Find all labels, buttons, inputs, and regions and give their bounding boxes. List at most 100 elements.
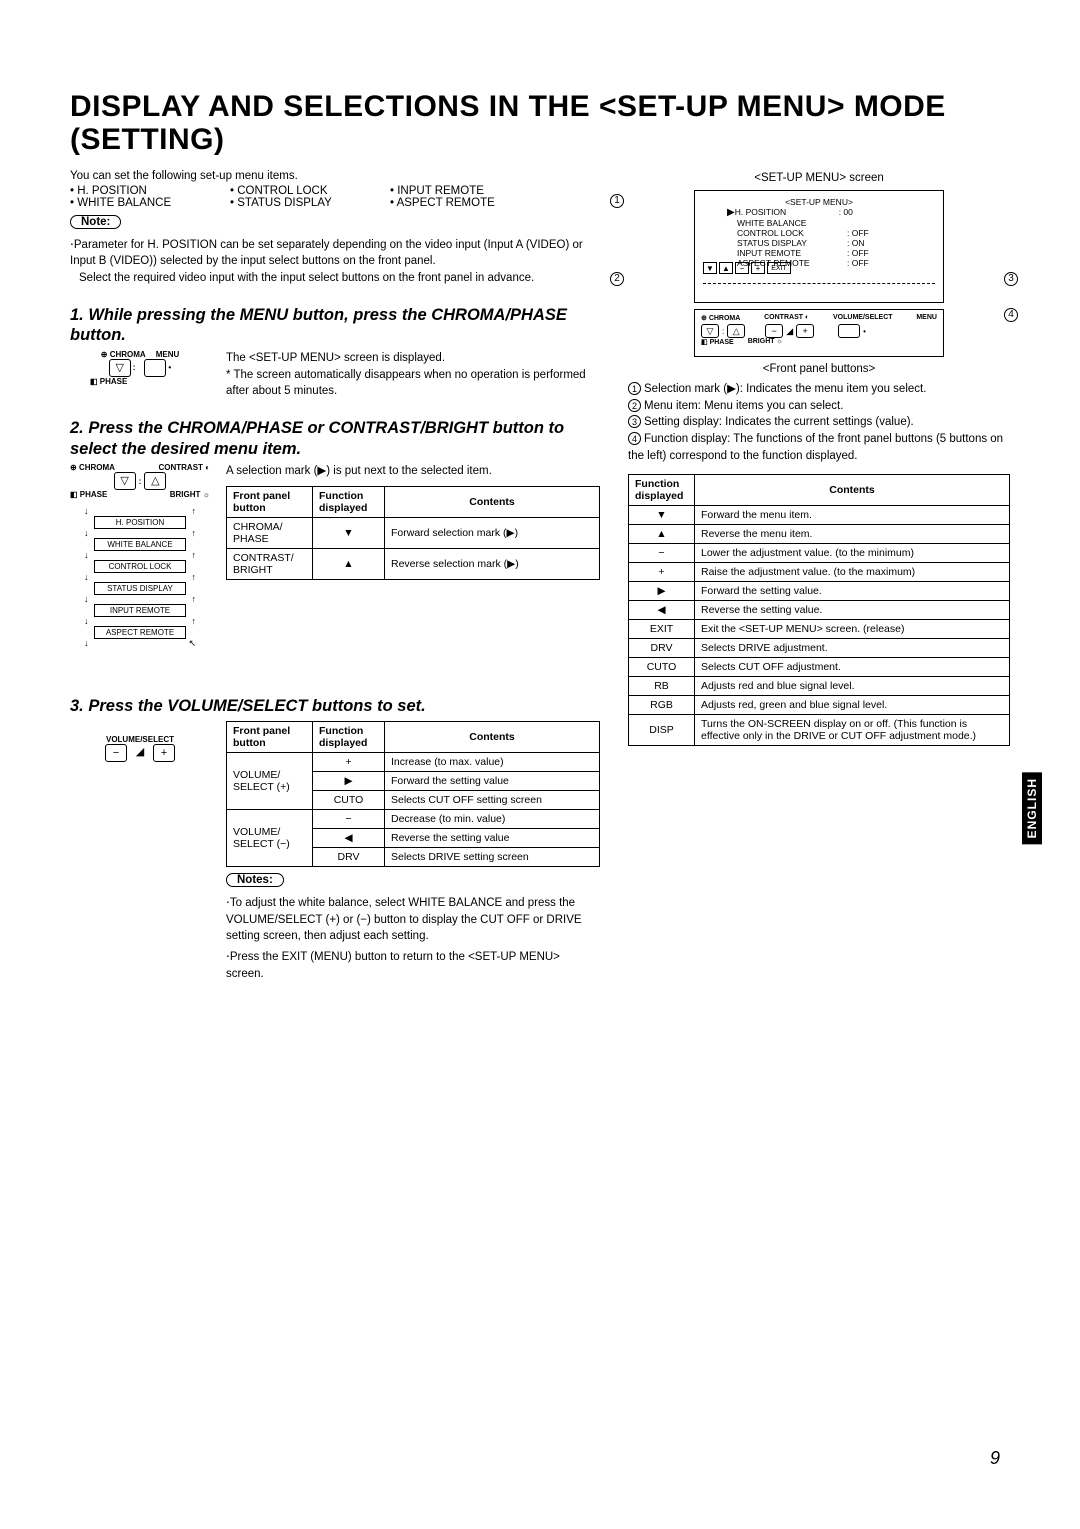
menu-item-list: • H. POSITION • WHITE BALANCE • CONTROL … bbox=[70, 185, 600, 209]
table-cell: ▼ bbox=[629, 506, 695, 525]
step-1-heading: 1. While pressing the MENU button, press… bbox=[70, 305, 600, 346]
up-key-icon: △ bbox=[144, 472, 166, 490]
table-cell: Reverse the setting value bbox=[385, 828, 600, 847]
table-cell: Selects CUT OFF setting screen bbox=[385, 790, 600, 809]
menu-item: • WHITE BALANCE bbox=[70, 197, 230, 209]
menu-item: • H. POSITION bbox=[70, 185, 230, 197]
step-3-heading: 3. Press the VOLUME/SELECT buttons to se… bbox=[70, 696, 600, 717]
table-cell: Selects DRIVE setting screen bbox=[385, 847, 600, 866]
table-cell: Forward the menu item. bbox=[695, 506, 1010, 525]
table-cell: Lower the adjustment value. (to the mini… bbox=[695, 544, 1010, 563]
screen-caption-bottom: <Front panel buttons> bbox=[628, 363, 1010, 375]
table-cell: Forward the setting value bbox=[385, 771, 600, 790]
function-contents-table: Function displayed Contents ▼Forward the… bbox=[628, 474, 1010, 746]
table-cell: ◀ bbox=[313, 828, 385, 847]
step-3-note: Press the EXIT (MENU) button to return t… bbox=[226, 945, 600, 982]
table-cell: DISP bbox=[629, 715, 695, 746]
table-cell: Selects CUT OFF adjustment. bbox=[695, 658, 1010, 677]
page-number: 9 bbox=[990, 1448, 1000, 1469]
minus-key-icon: − bbox=[105, 744, 127, 762]
step-2-heading: 2. Press the CHROMA/PHASE or CONTRAST/BR… bbox=[70, 418, 600, 459]
step-1-line: The <SET-UP MENU> screen is displayed. bbox=[226, 350, 600, 367]
table-cell: ▶ bbox=[313, 771, 385, 790]
table-cell: VOLUME/ SELECT (+) bbox=[227, 752, 313, 809]
table-cell: Forward the setting value. bbox=[695, 582, 1010, 601]
table-cell: ▼ bbox=[313, 517, 385, 548]
table-cell: ▲ bbox=[629, 525, 695, 544]
menu-item: • CONTROL LOCK bbox=[230, 185, 390, 197]
step-2-intro: A selection mark (▶) is put next to the … bbox=[226, 463, 600, 480]
step-1-line: The screen automatically disappears when… bbox=[226, 367, 600, 400]
th-contents: Contents bbox=[385, 721, 600, 752]
menu-key-icon bbox=[144, 359, 166, 377]
th-contents: Contents bbox=[385, 486, 600, 517]
table-cell: Reverse the setting value. bbox=[695, 601, 1010, 620]
table-cell: Exit the <SET-UP MENU> screen. (release) bbox=[695, 620, 1010, 639]
table-cell: − bbox=[629, 544, 695, 563]
th-function: Function displayed bbox=[313, 721, 385, 752]
chroma-menu-diagram: ⊕ CHROMA MENU ▽ : • ◧ PHASE bbox=[70, 350, 210, 386]
flow-item: CONTROL LOCK bbox=[94, 560, 186, 573]
table-cell: Decrease (to min. value) bbox=[385, 809, 600, 828]
table-cell: Turns the ON-SCREEN display on or off. (… bbox=[695, 715, 1010, 746]
slider-icon: ◢ bbox=[129, 744, 151, 762]
note-label: Note: bbox=[70, 215, 121, 229]
volume-select-diagram: VOLUME/SELECT − ◢ + bbox=[70, 721, 210, 762]
table-cell: Increase (to max. value) bbox=[385, 752, 600, 771]
th-function: Function displayed bbox=[629, 475, 695, 506]
chroma-phase-key-icon: ▽ bbox=[109, 359, 131, 377]
table-cell: CUTO bbox=[629, 658, 695, 677]
table-cell: CONTRAST/ BRIGHT bbox=[227, 548, 313, 579]
table-cell: + bbox=[313, 752, 385, 771]
table-cell: Forward selection mark (▶) bbox=[385, 517, 600, 548]
selection-mark-icon: ▶ bbox=[727, 207, 735, 218]
table-cell: DRV bbox=[313, 847, 385, 866]
plus-key-icon: + bbox=[153, 744, 175, 762]
flow-item: ASPECT REMOTE bbox=[94, 626, 186, 639]
table-cell: VOLUME/ SELECT (−) bbox=[227, 809, 313, 866]
step-2-table: Front panel button Function displayed Co… bbox=[226, 486, 600, 580]
th-contents: Contents bbox=[695, 475, 1010, 506]
callout-3-icon: 3 bbox=[1004, 272, 1018, 286]
table-cell: − bbox=[313, 809, 385, 828]
table-cell: + bbox=[629, 563, 695, 582]
front-panel-legend: ⊕ CHROMA CONTRAST ◐ VOLUME/SELECT MENU ▽… bbox=[694, 309, 944, 357]
panel-function-strip: ▼ ▲ − + EXIT bbox=[703, 262, 935, 274]
table-cell: ▲ bbox=[313, 548, 385, 579]
menu-item: • INPUT REMOTE bbox=[390, 185, 550, 197]
th-front-panel: Front panel button bbox=[227, 486, 313, 517]
table-cell: Adjusts red and blue signal level. bbox=[695, 677, 1010, 696]
callout-2-icon: 2 bbox=[610, 272, 624, 286]
table-cell: DRV bbox=[629, 639, 695, 658]
table-cell: RB bbox=[629, 677, 695, 696]
table-cell: CUTO bbox=[313, 790, 385, 809]
step-3-table: Front panel button Function displayed Co… bbox=[226, 721, 600, 867]
screen-caption-top: <SET-UP MENU> screen bbox=[628, 172, 1010, 184]
page-title: DISPLAY AND SELECTIONS IN THE <SET-UP ME… bbox=[70, 90, 1000, 156]
table-cell: CHROMA/ PHASE bbox=[227, 517, 313, 548]
th-function: Function displayed bbox=[313, 486, 385, 517]
callout-legend: 1Selection mark (▶): Indicates the menu … bbox=[628, 381, 1010, 464]
flow-item: H. POSITION bbox=[94, 516, 186, 529]
table-cell: Raise the adjustment value. (to the maxi… bbox=[695, 563, 1010, 582]
table-cell: ◀ bbox=[629, 601, 695, 620]
table-cell: RGB bbox=[629, 696, 695, 715]
menu-item: • STATUS DISPLAY bbox=[230, 197, 390, 209]
chroma-contrast-diagram: ⊕ CHROMA CONTRAST ◐ ▽ : △ ◧ PHASE BRIGHT… bbox=[70, 463, 210, 648]
notes-label: Notes: bbox=[226, 873, 284, 887]
note-line: Select the required video input with the… bbox=[70, 270, 600, 287]
screen-title: <SET-UP MENU> bbox=[703, 197, 935, 207]
table-cell: Reverse selection mark (▶) bbox=[385, 548, 600, 579]
menu-item: • ASPECT REMOTE bbox=[390, 197, 550, 209]
language-tab: ENGLISH bbox=[1022, 772, 1042, 844]
table-cell: EXIT bbox=[629, 620, 695, 639]
intro-text: You can set the following set-up menu it… bbox=[70, 168, 600, 185]
down-key-icon: ▽ bbox=[114, 472, 136, 490]
flow-item: WHITE BALANCE bbox=[94, 538, 186, 551]
flow-item: STATUS DISPLAY bbox=[94, 582, 186, 595]
table-cell: Selects DRIVE adjustment. bbox=[695, 639, 1010, 658]
setup-menu-screen: <SET-UP MENU> ▶H. POSITION: 00 WHITE BAL… bbox=[694, 190, 944, 303]
callout-4-icon: 4 bbox=[1004, 308, 1018, 322]
th-front-panel: Front panel button bbox=[227, 721, 313, 752]
note-line: Parameter for H. POSITION can be set sep… bbox=[70, 233, 600, 270]
